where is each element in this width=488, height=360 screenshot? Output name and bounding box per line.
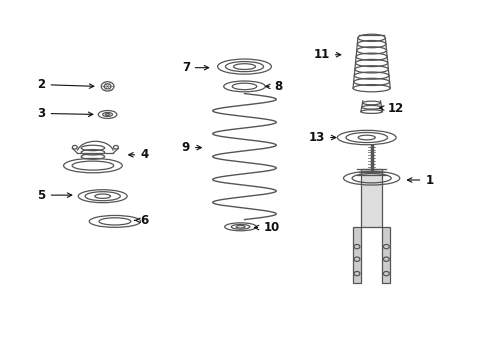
Text: 5: 5	[38, 189, 72, 202]
Text: 1: 1	[407, 174, 432, 186]
Text: 4: 4	[128, 148, 148, 161]
Text: 8: 8	[265, 80, 282, 93]
Bar	[360, 169, 382, 227]
Text: 3: 3	[38, 107, 93, 120]
Text: 7: 7	[182, 61, 208, 74]
Text: 13: 13	[308, 131, 335, 144]
Text: 9: 9	[182, 141, 201, 154]
Text: 2: 2	[38, 78, 94, 91]
Text: 11: 11	[313, 48, 340, 61]
Text: 6: 6	[134, 214, 148, 227]
Text: 10: 10	[254, 221, 279, 234]
Text: 12: 12	[379, 102, 404, 114]
Bar	[352, 227, 360, 283]
Bar	[382, 227, 389, 283]
